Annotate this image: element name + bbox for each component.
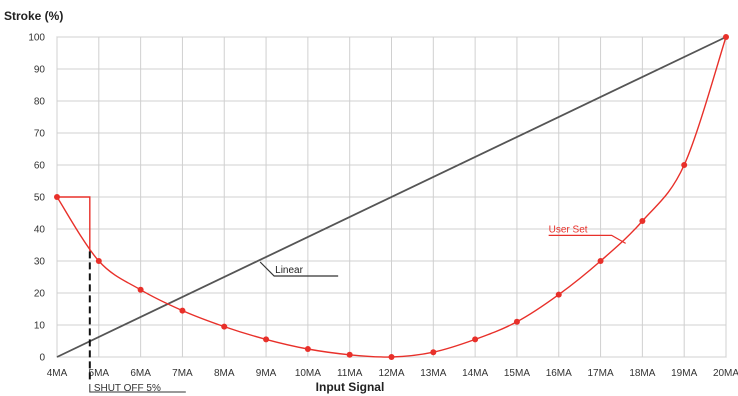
y-tick-label: 20 bbox=[34, 289, 46, 300]
user-set-label: User Set bbox=[549, 224, 588, 235]
x-tick-label: 14MA bbox=[462, 368, 488, 379]
y-tick-label: 70 bbox=[34, 129, 46, 140]
y-tick-label: 0 bbox=[39, 353, 45, 364]
data-point-user-set bbox=[346, 351, 353, 358]
data-point-user-set bbox=[304, 346, 311, 352]
x-tick-label: 8MA bbox=[214, 368, 235, 379]
x-tick-label: 7MA bbox=[172, 368, 193, 379]
grid bbox=[56, 36, 727, 358]
data-point-user-set bbox=[555, 291, 562, 298]
y-tick-label: 10 bbox=[34, 321, 46, 332]
x-tick-label: 12MA bbox=[378, 368, 404, 379]
x-tick-label: 15MA bbox=[504, 368, 530, 379]
data-point-user-set bbox=[681, 162, 688, 168]
x-tick-label: 4MA bbox=[47, 368, 68, 379]
x-tick-label: 10MA bbox=[295, 368, 321, 379]
y-tick-labels: 0 10 20 30 40 50 60 70 80 90 100 bbox=[28, 33, 45, 364]
series-points-user-set bbox=[54, 34, 729, 360]
data-point-user-set bbox=[221, 323, 228, 330]
start-step-line bbox=[57, 196, 91, 252]
data-point-user-set bbox=[639, 218, 646, 224]
x-tick-label: 16MA bbox=[546, 368, 572, 379]
data-point-user-set bbox=[597, 258, 604, 264]
x-tick-label: 6MA bbox=[130, 368, 151, 379]
user-set-label-leader bbox=[548, 234, 626, 244]
shutoff-label: SHUT OFF 5% bbox=[94, 383, 161, 394]
data-point-user-set bbox=[179, 307, 186, 314]
data-point-user-set bbox=[137, 286, 144, 293]
linear-label: Linear bbox=[275, 265, 303, 276]
y-tick-label: 100 bbox=[28, 33, 45, 44]
data-point-user-set bbox=[513, 318, 520, 325]
data-point-user-set bbox=[388, 354, 395, 360]
y-tick-label: 90 bbox=[34, 65, 46, 76]
x-tick-label: 9MA bbox=[256, 368, 277, 379]
x-tick-label: 19MA bbox=[671, 368, 697, 379]
x-axis-title: Input Signal bbox=[316, 380, 385, 394]
shutoff-bracket bbox=[89, 384, 186, 393]
y-tick-label: 60 bbox=[34, 161, 46, 172]
data-point-user-set bbox=[472, 336, 479, 343]
x-tick-labels: 4MA 5MA 6MA 7MA 8MA 9MA 10MA 11MA 12MA 13MA 14MA 15… bbox=[47, 368, 738, 379]
data-point-user-set bbox=[263, 336, 270, 343]
x-tick-label: 17MA bbox=[588, 368, 614, 379]
y-tick-label: 40 bbox=[34, 225, 46, 236]
x-tick-label: 13MA bbox=[420, 368, 446, 379]
linear-label-leader bbox=[259, 261, 339, 277]
y-tick-label: 80 bbox=[34, 97, 46, 108]
data-point-user-set bbox=[95, 258, 102, 264]
start-point bbox=[54, 194, 60, 200]
data-point-user-set bbox=[723, 34, 729, 40]
x-tick-label: 5MA bbox=[89, 368, 110, 379]
x-tick-label: 18MA bbox=[629, 368, 655, 379]
data-point-user-set bbox=[430, 349, 437, 356]
x-tick-label: 20MA bbox=[713, 368, 738, 379]
y-tick-label: 50 bbox=[34, 193, 46, 204]
y-tick-label: 30 bbox=[34, 257, 46, 268]
series-line-user-set bbox=[56, 36, 727, 358]
y-axis-title: Stroke (%) bbox=[4, 9, 63, 23]
x-tick-label: 11MA bbox=[337, 368, 363, 379]
